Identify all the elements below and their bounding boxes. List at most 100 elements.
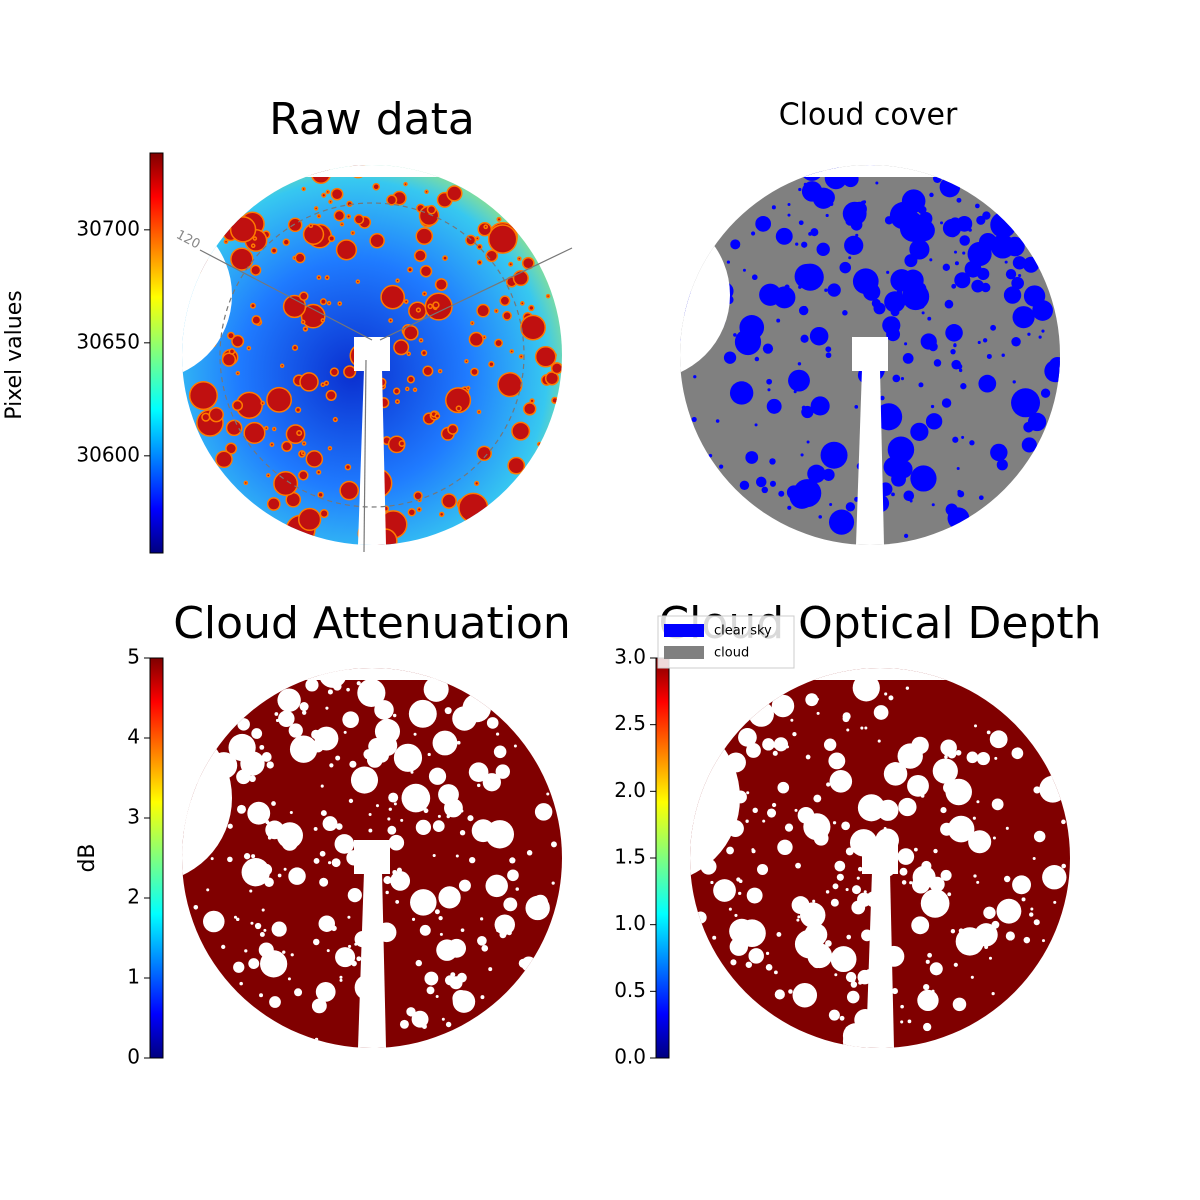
blob xyxy=(334,834,355,854)
blob xyxy=(447,423,459,435)
blob xyxy=(795,242,799,246)
blob xyxy=(752,807,758,814)
blob xyxy=(901,189,926,213)
blob xyxy=(864,726,868,730)
blob xyxy=(845,888,849,892)
blob xyxy=(925,413,943,430)
blob xyxy=(943,781,956,794)
blob xyxy=(441,493,457,509)
blob xyxy=(206,888,210,892)
blob xyxy=(920,889,950,918)
polar-grid xyxy=(199,202,573,553)
blob xyxy=(742,268,746,272)
blob xyxy=(521,956,537,972)
blob xyxy=(832,821,837,825)
colorbar-tick-label: 4 xyxy=(127,725,140,749)
blob xyxy=(475,236,480,241)
blob xyxy=(237,718,250,731)
blob xyxy=(273,471,299,497)
blob xyxy=(418,337,424,343)
blob xyxy=(771,694,795,718)
blob xyxy=(368,812,372,816)
blob xyxy=(277,873,282,878)
blob xyxy=(497,834,502,839)
blob xyxy=(495,764,510,779)
images xyxy=(182,165,1070,1048)
blob xyxy=(386,194,398,206)
blob xyxy=(825,213,829,218)
blob xyxy=(264,425,269,431)
blob xyxy=(762,298,766,302)
blob xyxy=(918,302,925,309)
blob xyxy=(873,302,886,315)
blob xyxy=(469,856,476,864)
blob xyxy=(328,199,333,205)
blob xyxy=(708,453,713,458)
blob xyxy=(356,956,362,962)
blob xyxy=(452,990,476,1013)
blob xyxy=(445,387,472,414)
blob xyxy=(301,186,306,192)
blob xyxy=(335,947,356,968)
blob xyxy=(259,931,265,937)
blob xyxy=(221,352,237,367)
blob xyxy=(787,202,791,206)
blob xyxy=(777,781,790,794)
blob xyxy=(321,192,327,198)
blob xyxy=(694,911,707,924)
blob xyxy=(968,228,972,232)
blob xyxy=(904,342,908,346)
blob xyxy=(929,258,933,262)
blob xyxy=(546,792,550,796)
blob xyxy=(715,419,720,423)
blob xyxy=(393,339,410,356)
blob xyxy=(413,732,417,736)
blob xyxy=(349,760,357,768)
blob xyxy=(880,395,885,401)
blob xyxy=(266,473,271,478)
blob xyxy=(288,867,306,885)
legend: clear sky cloud xyxy=(657,615,795,669)
blob xyxy=(421,1024,427,1030)
blob xyxy=(826,782,831,787)
blob xyxy=(261,752,272,762)
blob xyxy=(278,710,295,727)
blob xyxy=(771,205,776,210)
blob xyxy=(977,267,990,281)
blob xyxy=(339,480,360,501)
blob xyxy=(818,515,822,519)
blob xyxy=(393,802,397,806)
blob xyxy=(739,315,765,340)
blob xyxy=(798,285,802,289)
blob xyxy=(422,365,434,377)
sky-image xyxy=(680,165,1060,545)
blob xyxy=(458,879,471,892)
blob xyxy=(857,866,863,872)
blob xyxy=(509,349,515,354)
blob xyxy=(954,261,959,266)
blob xyxy=(249,302,256,309)
blob xyxy=(860,200,866,206)
blob xyxy=(313,826,318,831)
blob xyxy=(762,819,766,823)
colorbar-tick-label: 2 xyxy=(127,885,140,909)
blob xyxy=(494,914,515,935)
blob xyxy=(551,881,555,885)
blob xyxy=(950,232,956,238)
blob xyxy=(233,961,245,973)
blob xyxy=(248,958,260,970)
blob xyxy=(271,801,276,806)
legend-swatch xyxy=(664,646,704,659)
blob xyxy=(357,678,386,707)
blob xyxy=(816,711,820,715)
blob xyxy=(728,907,732,911)
blob xyxy=(444,798,463,818)
blob xyxy=(231,334,245,348)
blob xyxy=(801,405,814,419)
blob xyxy=(348,944,352,948)
blob xyxy=(1040,388,1051,398)
colorbar-tick-label: 30600 xyxy=(76,442,140,466)
blob xyxy=(932,758,958,784)
blob xyxy=(787,213,791,217)
blob xyxy=(188,381,218,411)
